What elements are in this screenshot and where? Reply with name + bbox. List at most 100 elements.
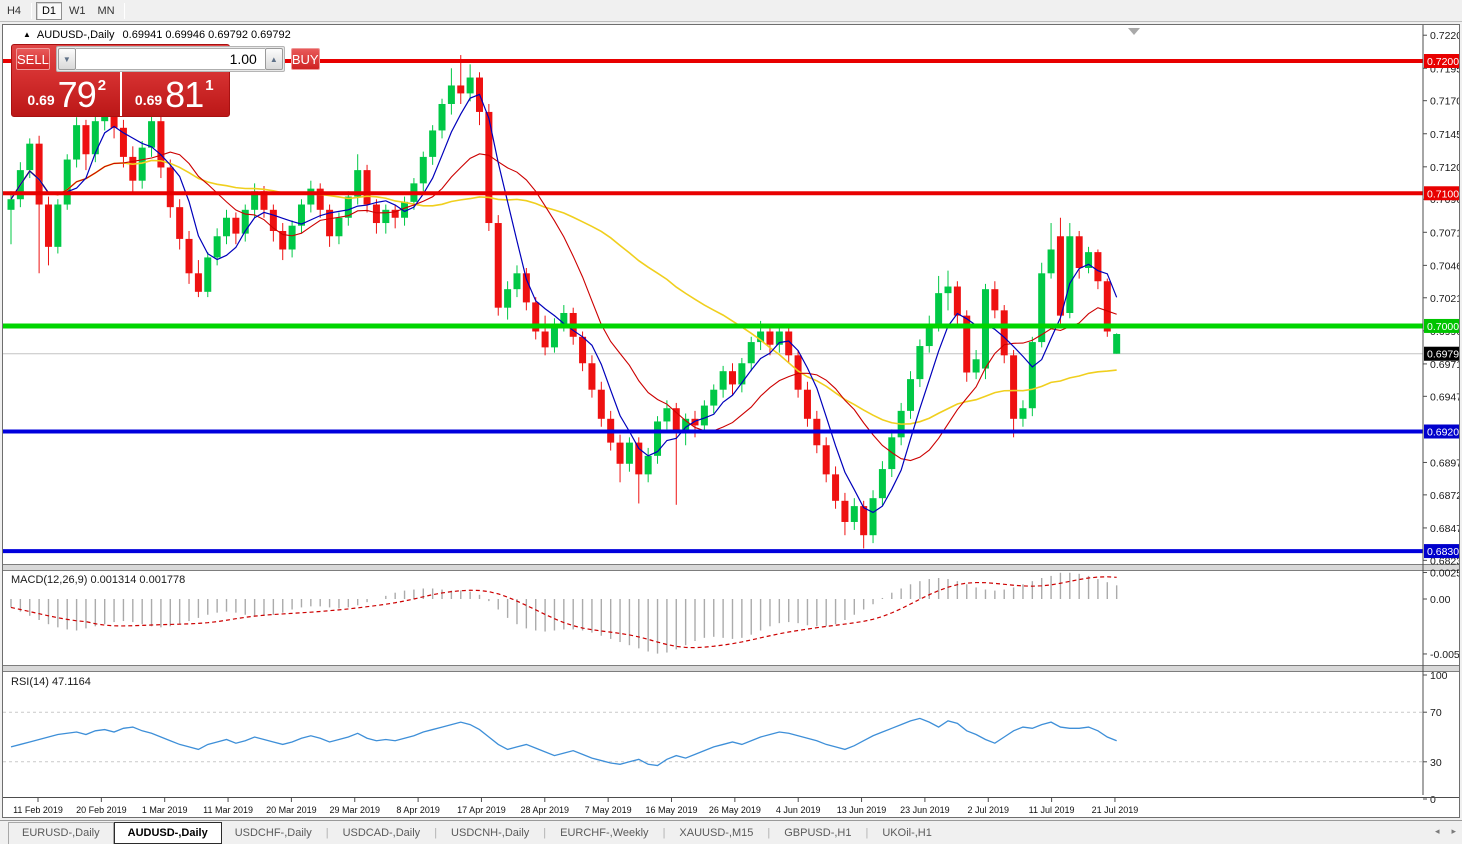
price-badge-0.72005: 0.72005: [1424, 54, 1462, 68]
svg-text:0.68725: 0.68725: [1430, 490, 1459, 502]
price-badge-0.70002: 0.70002: [1424, 318, 1462, 333]
tab-separator: |: [325, 826, 329, 839]
svg-text:23 Jun 2019: 23 Jun 2019: [900, 805, 950, 815]
svg-text:11 Jul 2019: 11 Jul 2019: [1029, 805, 1075, 815]
tab-separator: |: [662, 826, 666, 839]
svg-text:1 Mar 2019: 1 Mar 2019: [142, 805, 188, 815]
timeframe-toolbar: H4 D1 W1 MN: [0, 0, 1462, 22]
toolbar-separator: [31, 2, 32, 19]
macd-pane: [10, 572, 1118, 654]
volume-input[interactable]: [75, 48, 265, 70]
svg-text:0.71455: 0.71455: [1430, 129, 1459, 141]
tab-usdcad-daily[interactable]: USDCAD-,Daily: [342, 826, 421, 839]
tab-ukoil-h1[interactable]: UKOil-,H1: [882, 826, 932, 839]
svg-text:0.69792: 0.69792: [1427, 349, 1459, 361]
price-chart-canvas[interactable]: MACD(12,26,9) 0.001314 0.001778 RSI(14) 4…: [3, 25, 1462, 817]
svg-text:0.68475: 0.68475: [1430, 523, 1459, 535]
volume-decrease-button[interactable]: ▼: [57, 48, 76, 70]
tab-separator: |: [865, 826, 869, 839]
price-badge-0.69204: 0.69204: [1424, 424, 1462, 439]
svg-text:0.71205: 0.71205: [1430, 162, 1459, 174]
chart-symbol-label: AUDUSD-,Daily: [36, 29, 115, 41]
svg-text:100: 100: [1430, 670, 1448, 682]
svg-text:0.68970: 0.68970: [1430, 457, 1459, 469]
svg-text:70: 70: [1430, 707, 1442, 719]
timeframe-button-mn[interactable]: MN: [97, 4, 115, 17]
sell-price-small: 0.69: [27, 92, 55, 108]
svg-text:2 Jul 2019: 2 Jul 2019: [967, 805, 1009, 815]
tab-eurusd-daily[interactable]: EURUSD-,Daily: [8, 821, 114, 844]
tab-separator: |: [543, 826, 547, 839]
svg-text:0.68230: 0.68230: [1430, 555, 1459, 567]
svg-text:0.70002: 0.70002: [1427, 321, 1459, 333]
tab-eurchf-weekly[interactable]: EURCHF-,Weekly: [560, 826, 649, 839]
tab-gbpusd-h1[interactable]: GBPUSD-,H1: [784, 826, 852, 839]
macd-label: MACD(12,26,9) 0.001314 0.001778: [11, 574, 185, 586]
tab-scroll-left-icon[interactable]: ◂: [1434, 826, 1440, 836]
svg-text:-0.005234: -0.005234: [1430, 649, 1459, 661]
sell-button[interactable]: SELL: [16, 48, 50, 70]
splitter-main-macd[interactable]: [3, 564, 1459, 571]
tab-separator: |: [767, 826, 771, 839]
svg-text:0: 0: [1430, 794, 1436, 806]
buy-button[interactable]: BUY: [290, 48, 320, 70]
svg-text:20 Mar 2019: 20 Mar 2019: [266, 805, 317, 815]
ma-mid-line: [10, 151, 1117, 462]
tab-usdcnh-daily[interactable]: USDCNH-,Daily: [451, 826, 530, 839]
timeframe-button-h4[interactable]: H4: [6, 4, 22, 17]
buy-price-sup: 1: [205, 77, 214, 94]
volume-increase-button[interactable]: ▲: [264, 48, 283, 70]
svg-text:0.70710: 0.70710: [1430, 227, 1459, 239]
svg-text:0.69470: 0.69470: [1430, 391, 1459, 403]
svg-text:0.71705: 0.71705: [1430, 96, 1459, 108]
rsi-label: RSI(14) 47.1164: [11, 676, 91, 688]
date-axis[interactable]: 11 Feb 2019 20 Feb 2019 1 Mar 2019 11 Mar 2…: [3, 797, 1459, 815]
svg-text:0.72005: 0.72005: [1427, 56, 1459, 68]
symbol-arrow-icon: ▲: [23, 30, 31, 39]
svg-text:11 Feb 2019: 11 Feb 2019: [13, 805, 63, 815]
svg-text:0.72200: 0.72200: [1430, 30, 1459, 42]
svg-text:28 Apr 2019: 28 Apr 2019: [521, 805, 570, 815]
svg-text:0.69715: 0.69715: [1430, 359, 1459, 371]
chart-title: ▲ AUDUSD-,Daily 0.69941 0.69946 0.69792 0.…: [23, 29, 291, 41]
timeframe-button-w1[interactable]: W1: [69, 4, 86, 17]
tab-separator: |: [434, 826, 438, 839]
splitter-macd-rsi[interactable]: [3, 665, 1459, 672]
price-badge-0.71005: 0.71005: [1424, 186, 1462, 201]
svg-text:21 Jul 2019: 21 Jul 2019: [1092, 805, 1139, 815]
sell-price-big: 79: [57, 74, 97, 115]
tab-scroll-controls: ◂ ▸: [1435, 826, 1456, 837]
svg-text:13 Jun 2019: 13 Jun 2019: [837, 805, 887, 815]
volume-control: ▼ ▲: [55, 46, 285, 72]
svg-text:7 May 2019: 7 May 2019: [585, 805, 632, 815]
svg-text:8 Apr 2019: 8 Apr 2019: [396, 805, 440, 815]
timeframe-button-d1[interactable]: D1: [36, 1, 62, 20]
svg-text:30: 30: [1430, 757, 1442, 769]
sell-price-sup: 2: [97, 77, 107, 94]
rsi-line: [10, 717, 1117, 767]
buy-price-display[interactable]: 0.69 81 1: [122, 72, 228, 116]
chart-shift-marker-icon[interactable]: [1128, 28, 1140, 35]
svg-text:20 Feb 2019: 20 Feb 2019: [76, 805, 127, 815]
chart-tab-bar: EURUSD-,Daily AUDUSD-,Daily USDCHF-,Daily |…: [0, 820, 1462, 844]
ma-slow-line: [10, 159, 1117, 425]
chart-window: ▲ AUDUSD-,Daily 0.69941 0.69946 0.69792 0.…: [2, 24, 1462, 818]
svg-text:0.70215: 0.70215: [1430, 293, 1459, 305]
tab-scroll-right-icon[interactable]: ▸: [1451, 826, 1456, 836]
buy-price-big: 81: [165, 74, 204, 115]
svg-text:29 Mar 2019: 29 Mar 2019: [329, 805, 380, 815]
chart-ohlc-values: 0.69941 0.69946 0.69792 0.69792: [122, 29, 291, 41]
tab-usdchf-daily[interactable]: USDCHF-,Daily: [234, 826, 312, 839]
svg-text:11 Mar 2019: 11 Mar 2019: [203, 805, 253, 815]
sell-price-display[interactable]: 0.69 79 2: [14, 72, 122, 116]
tab-xauusd-m15[interactable]: XAUUSD-,M15: [679, 826, 754, 839]
svg-text:26 May 2019: 26 May 2019: [709, 805, 761, 815]
svg-text:0.69204: 0.69204: [1427, 427, 1459, 439]
svg-text:4 Jun 2019: 4 Jun 2019: [776, 805, 821, 815]
macd-signal-line: [10, 576, 1117, 649]
tab-audusd-daily[interactable]: AUDUSD-,Daily: [113, 821, 222, 844]
svg-text:0.002522: 0.002522: [1430, 568, 1459, 580]
